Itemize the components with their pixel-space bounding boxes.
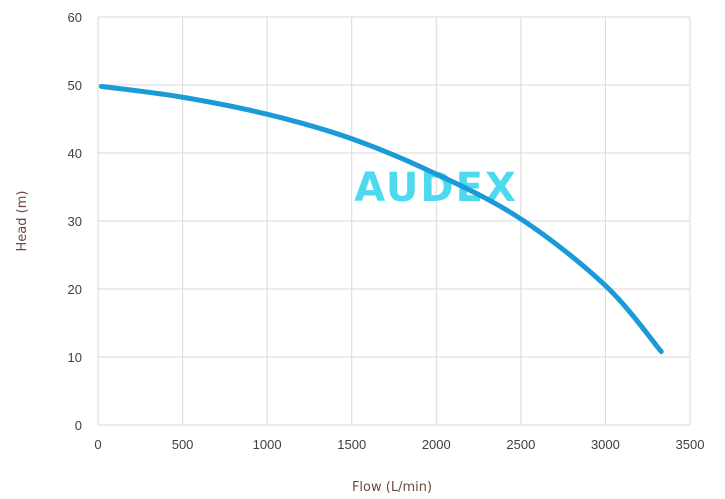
y-axis-title: Head (m) [15, 191, 30, 252]
y-tick-labels: 0 10 20 30 40 50 60 [68, 10, 82, 433]
x-tick-label: 3000 [591, 437, 620, 452]
grid-lines [97, 16, 691, 426]
x-tick-labels: 0 500 1000 1500 2000 2500 3000 3500 [94, 437, 704, 452]
y-tick-label: 60 [68, 10, 82, 25]
y-tick-label: 0 [75, 418, 82, 433]
x-tick-label: 3500 [676, 437, 705, 452]
x-tick-label: 1000 [253, 437, 282, 452]
x-tick-label: 2500 [506, 437, 535, 452]
y-tick-label: 40 [68, 146, 82, 161]
x-tick-label: 0 [94, 437, 101, 452]
pump-curve-line [98, 83, 664, 355]
y-tick-label: 50 [68, 78, 82, 93]
x-axis-title: Flow (L/min) [352, 480, 432, 495]
x-tick-label: 500 [172, 437, 194, 452]
y-tick-label: 20 [68, 282, 82, 297]
series-group [98, 83, 664, 355]
x-tick-label: 2000 [422, 437, 451, 452]
y-tick-label: 30 [68, 214, 82, 229]
x-tick-label: 1500 [337, 437, 366, 452]
y-tick-label: 10 [68, 350, 82, 365]
